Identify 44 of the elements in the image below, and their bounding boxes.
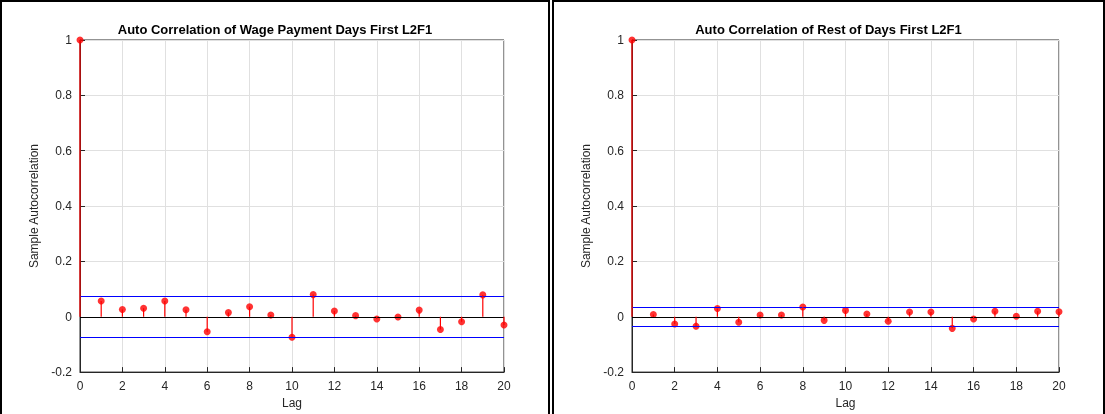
x-tick-label: 6 (203, 379, 211, 394)
x-axis-title: Lag (281, 396, 303, 410)
x-tick-label: 18 (1009, 379, 1024, 394)
y-tick-label: 0.8 (55, 88, 73, 103)
x-tick-label: 20 (497, 379, 511, 394)
x-tick-label: 16 (966, 379, 981, 394)
x-tick-label: 4 (714, 379, 722, 394)
point (246, 303, 254, 311)
y-tick-label: 0.8 (607, 88, 625, 103)
x-tick-label: 8 (799, 379, 807, 394)
x-tick-label: 14 (924, 379, 938, 394)
x-tick-label: 4 (161, 379, 169, 394)
y-tick-label: -0.2 (51, 365, 73, 380)
x-tick-label: 10 (838, 379, 853, 394)
x-tick-label: 18 (454, 379, 469, 394)
y-tick-label: 0.6 (607, 143, 625, 158)
x-tick-label: 20 (1052, 379, 1066, 394)
x-tick-label: 16 (412, 379, 427, 394)
y-tick-label: 0 (65, 309, 73, 324)
x-axis-title: Lag (835, 396, 856, 410)
y-axis-title: Sample Autocorrelation (27, 144, 42, 269)
y-tick-label: 0.2 (55, 254, 73, 269)
y-tick-label: 0.6 (55, 143, 73, 158)
y-tick-label: 0.2 (607, 254, 625, 269)
chart-title: Auto Correlation of Rest of Days First L2F1 (695, 22, 962, 37)
x-tick-label: 12 (881, 379, 896, 394)
y-tick-label: 0 (617, 309, 625, 324)
x-tick-label: 14 (370, 379, 384, 394)
x-tick-label: 0 (76, 379, 84, 394)
x-tick-label: 6 (756, 379, 764, 394)
chart-title: Auto Correlation of Wage Payment Days First L2F1 (117, 22, 433, 37)
y-tick-label: 1 (65, 33, 73, 47)
x-tick-label: 2 (671, 379, 679, 394)
x-tick-label: 2 (119, 379, 127, 394)
y-tick-label: 0.4 (55, 199, 73, 214)
x-tick-label: 8 (246, 379, 254, 394)
x-tick-label: 0 (628, 379, 636, 394)
y-tick-label: -0.2 (603, 365, 625, 380)
y-tick-label: 0.4 (607, 199, 625, 214)
x-tick-label: 12 (327, 379, 342, 394)
y-axis-title: Sample Autocorrelation (579, 144, 594, 269)
point (140, 304, 148, 312)
x-tick-label: 10 (285, 379, 299, 394)
y-tick-label: 1 (617, 33, 625, 47)
